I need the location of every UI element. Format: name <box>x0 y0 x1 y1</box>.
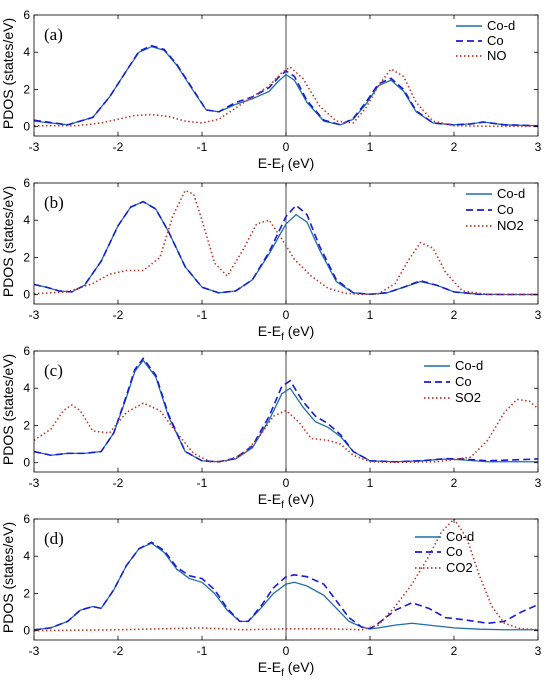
y-tick-label: 6 <box>23 512 30 526</box>
panel-label: (b) <box>44 193 64 212</box>
x-tick-label: -1 <box>197 140 208 154</box>
x-axis-title: E-Ef (eV) <box>258 155 314 175</box>
y-tick-label: 2 <box>23 250 30 264</box>
legend-label: Co <box>497 202 514 217</box>
legend-label: Co-d <box>487 18 515 33</box>
x-tick-label: 0 <box>283 308 290 322</box>
x-tick-label: 1 <box>367 644 374 658</box>
x-tick-label: 0 <box>283 644 290 658</box>
y-tick-label: 0 <box>23 120 30 134</box>
y-tick-label: 4 <box>23 213 30 227</box>
panel-b: -3 -2 -1 0 1 2 3 0 2 4 6 E-Ef (eV) PDOS (states/eV) (… <box>0 176 542 343</box>
y-axis-title: PDOS (states/eV) <box>0 522 16 633</box>
x-tick-label: 3 <box>535 140 542 154</box>
x-axis-title: E-Ef (eV) <box>258 659 314 679</box>
panel-label: (d) <box>44 529 64 548</box>
y-tick-label: 6 <box>23 176 30 190</box>
x-tick-label: -3 <box>29 644 40 658</box>
y-axis-title: PDOS (states/eV) <box>0 354 16 465</box>
x-tick-label: 1 <box>367 308 374 322</box>
series-line-co <box>34 44 538 127</box>
panel-a: -3 -2 -1 0 1 2 3 0 2 4 6 E-Ef (eV) PDOS (states/eV) (… <box>0 8 542 175</box>
y-tick-label: 0 <box>23 288 30 302</box>
x-tick-label: 2 <box>451 476 458 490</box>
panel-label: (c) <box>44 361 63 380</box>
x-tick-label: -2 <box>113 140 124 154</box>
x-tick-label: -3 <box>29 308 40 322</box>
legend-label: CO2 <box>446 560 473 575</box>
legend-label: NO <box>487 48 507 63</box>
legend-label: Co-d <box>455 358 483 373</box>
x-tick-label: 2 <box>451 308 458 322</box>
y-tick-label: 0 <box>23 624 30 638</box>
x-axis-title: E-Ef (eV) <box>258 323 314 343</box>
x-tick-label: 1 <box>367 476 374 490</box>
y-tick-label: 4 <box>23 45 30 59</box>
legend-label: Co-d <box>497 186 525 201</box>
y-tick-label: 4 <box>23 549 30 563</box>
y-tick-label: 0 <box>23 456 30 470</box>
series-line-co <box>34 541 538 631</box>
y-tick-label: 2 <box>23 586 30 600</box>
legend-label: SO2 <box>455 390 481 405</box>
y-tick-label: 4 <box>23 381 30 395</box>
x-tick-label: 3 <box>535 476 542 490</box>
panel-label: (a) <box>44 25 63 44</box>
series-line-no2 <box>34 189 538 296</box>
x-tick-label: 2 <box>451 140 458 154</box>
x-tick-label: 1 <box>367 140 374 154</box>
legend-label: Co <box>487 33 504 48</box>
panel-c: -3 -2 -1 0 1 2 3 0 2 4 6 E-Ef (eV) PDOS (states/eV) (… <box>0 344 542 511</box>
x-tick-label: 0 <box>283 476 290 490</box>
series-line-co <box>34 357 538 463</box>
x-tick-label: -1 <box>197 644 208 658</box>
y-tick-label: 6 <box>23 8 30 22</box>
series-line-co <box>34 200 538 296</box>
x-tick-label: -2 <box>113 308 124 322</box>
legend-label: Co <box>455 374 472 389</box>
x-tick-label: 0 <box>283 140 290 154</box>
x-tick-label: -1 <box>197 476 208 490</box>
legend-label: Co <box>446 544 463 559</box>
x-tick-label: -3 <box>29 140 40 154</box>
x-tick-label: -2 <box>113 644 124 658</box>
y-tick-label: 6 <box>23 344 30 358</box>
series-line-so2 <box>34 398 538 464</box>
x-axis-title: E-Ef (eV) <box>258 491 314 511</box>
y-tick-label: 2 <box>23 418 30 432</box>
x-tick-label: -2 <box>113 476 124 490</box>
x-tick-label: 3 <box>535 644 542 658</box>
y-tick-label: 2 <box>23 82 30 96</box>
x-tick-label: -3 <box>29 476 40 490</box>
x-tick-label: 3 <box>535 308 542 322</box>
y-axis-title: PDOS (states/eV) <box>0 18 16 129</box>
x-tick-label: 2 <box>451 644 458 658</box>
y-axis-title: PDOS (states/eV) <box>0 186 16 297</box>
legend-label: Co-d <box>446 529 474 544</box>
panel-d: -3 -2 -1 0 1 2 3 0 2 4 6 E-Ef (eV) PDOS (states/eV) (… <box>0 512 542 679</box>
legend-label: NO2 <box>497 218 524 233</box>
x-tick-label: -1 <box>197 308 208 322</box>
